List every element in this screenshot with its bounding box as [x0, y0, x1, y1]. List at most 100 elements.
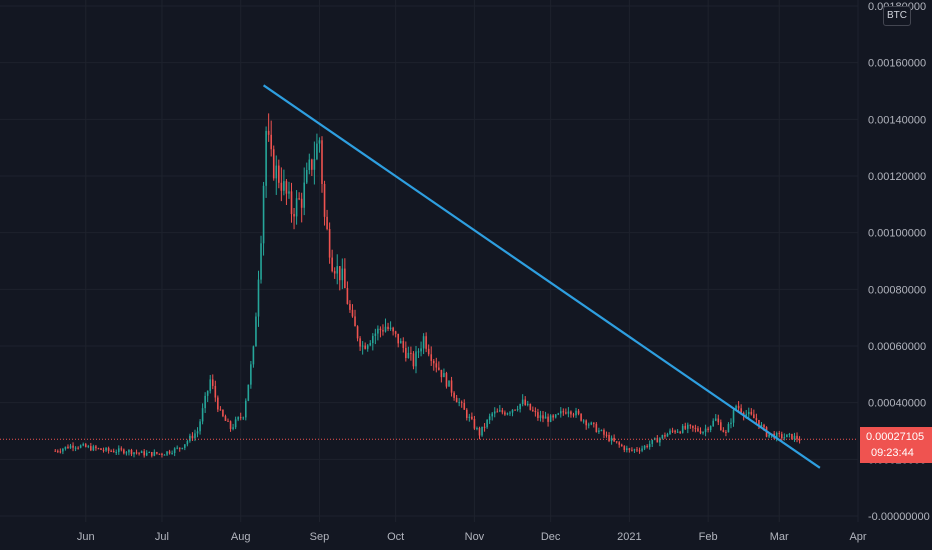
candle-body: [133, 452, 135, 455]
x-tick-label: Oct: [387, 531, 404, 543]
candle-body: [478, 428, 481, 436]
candle-body: [77, 447, 79, 449]
candle-body: [641, 448, 643, 451]
candle-body: [585, 420, 587, 426]
candle-body: [577, 410, 580, 414]
candle-body: [567, 411, 570, 414]
candle-body: [69, 445, 72, 449]
candle-body: [262, 185, 265, 244]
candle-body: [255, 316, 257, 347]
candle-body: [156, 452, 158, 454]
candle-body: [763, 424, 765, 428]
candle-body: [735, 405, 737, 410]
candle-body: [699, 431, 702, 434]
candle-body: [303, 182, 306, 208]
candle-body: [491, 413, 493, 417]
candle-body: [465, 409, 468, 418]
candle-body: [448, 380, 450, 387]
candle-body: [67, 446, 69, 449]
candle-body: [775, 433, 778, 439]
candle-body: [316, 143, 318, 160]
candle-body: [788, 433, 791, 435]
candle-body: [547, 416, 549, 422]
candle-body: [92, 446, 95, 451]
candle-body: [798, 439, 801, 441]
candle-body: [120, 448, 123, 450]
candle-body: [432, 360, 435, 364]
candle-body: [557, 413, 560, 415]
currency-badge[interactable]: BTC: [883, 6, 911, 26]
candle-body: [82, 444, 85, 446]
candle-body: [237, 417, 239, 420]
candle-body: [526, 403, 529, 406]
candle-body: [704, 428, 707, 433]
candle-body: [740, 408, 742, 413]
y-tick-label: 0.00080000: [868, 284, 926, 296]
candle-body: [582, 420, 585, 422]
candle-body: [725, 431, 727, 433]
candle-body: [323, 183, 326, 217]
candle-body: [565, 412, 567, 414]
candle-body: [620, 444, 623, 447]
candle-body: [544, 416, 547, 419]
candle-body: [321, 140, 323, 184]
candle-body: [438, 367, 440, 370]
candle-body: [702, 432, 704, 434]
candle-body: [613, 437, 615, 442]
candle-body: [308, 159, 311, 170]
candle-body: [265, 130, 267, 186]
candle-body: [420, 348, 422, 352]
candle-body: [460, 402, 463, 404]
candle-body: [407, 352, 410, 359]
candle-body: [232, 427, 234, 429]
x-tick-label: Aug: [231, 531, 251, 543]
candle-body: [275, 165, 278, 179]
candle-body: [659, 438, 661, 443]
candle-body: [471, 416, 473, 419]
candle-body: [64, 446, 67, 449]
candle-body: [791, 433, 793, 440]
candle-body: [780, 434, 783, 439]
candle-body: [105, 448, 107, 451]
candle-body: [608, 434, 610, 442]
candle-body: [587, 424, 590, 426]
candle-body: [336, 266, 339, 274]
candle-body: [753, 414, 755, 419]
candle-body: [110, 450, 112, 452]
candle-body: [410, 352, 412, 354]
candle-body: [135, 452, 138, 454]
candle-body: [676, 431, 679, 433]
candle-body: [397, 333, 400, 344]
candle-body: [59, 451, 62, 453]
candle-body: [755, 418, 758, 420]
candle-body: [384, 326, 387, 332]
x-tick-label: Mar: [770, 531, 789, 543]
y-tick-label: 0.00100000: [868, 228, 926, 240]
candle-body: [280, 182, 283, 191]
candle-body: [440, 369, 443, 378]
candle-body: [97, 448, 100, 450]
candle-body: [95, 446, 97, 449]
candle-body: [229, 421, 232, 429]
candle-body: [158, 453, 161, 455]
candle-body: [643, 445, 646, 449]
x-tick-label: Feb: [699, 531, 718, 543]
candle-body: [552, 415, 554, 418]
candle-body: [128, 450, 130, 453]
candle-body: [615, 441, 618, 443]
candle-body: [628, 448, 631, 450]
candle-body: [130, 450, 133, 455]
candle-body: [333, 271, 336, 274]
candle-body: [173, 448, 176, 454]
candle-body: [671, 430, 674, 432]
candle-body: [593, 422, 595, 424]
candle-body: [369, 343, 372, 346]
candle-body: [217, 397, 219, 410]
candle-body: [288, 191, 290, 194]
candle-body: [481, 426, 483, 436]
candle-body: [145, 452, 148, 456]
candle-body: [509, 412, 511, 414]
candle-body: [730, 422, 732, 425]
candle-body: [184, 444, 186, 448]
